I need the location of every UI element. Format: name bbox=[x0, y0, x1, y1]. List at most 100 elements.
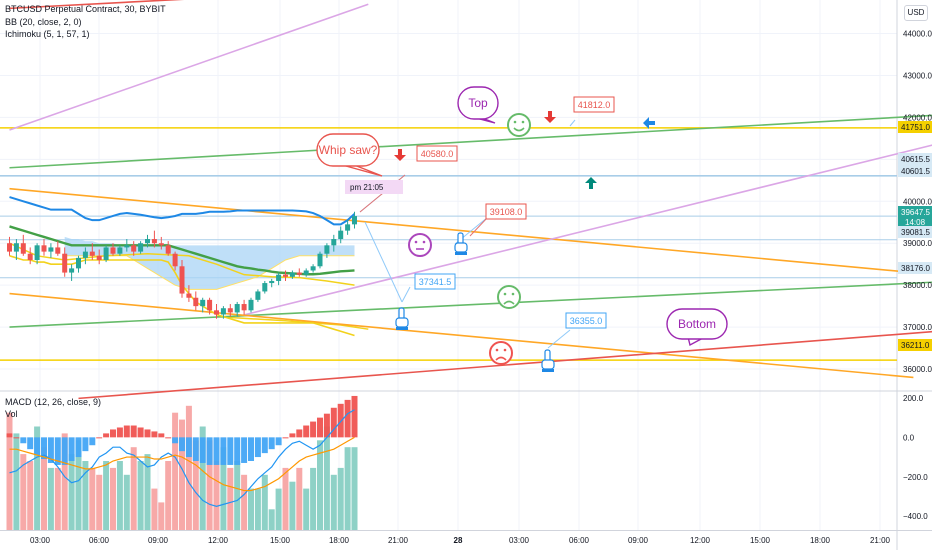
volume-bar bbox=[310, 467, 317, 530]
time-tick-label: 09:00 bbox=[148, 536, 169, 545]
trend-line bbox=[9, 187, 914, 274]
legend-bollinger-bands[interactable]: BB (20, close, 2, 0) bbox=[5, 17, 82, 27]
candle-body bbox=[310, 266, 316, 271]
price-tick-label: 43000.0 bbox=[903, 71, 932, 80]
macd-histogram-bar bbox=[137, 427, 144, 438]
volume-bar bbox=[54, 467, 61, 530]
macd-histogram-bar bbox=[82, 437, 89, 452]
volume-bar bbox=[165, 461, 172, 530]
candle-body bbox=[103, 247, 109, 260]
currency-button[interactable]: USD bbox=[904, 5, 928, 21]
price-tick-label: 38000.0 bbox=[903, 281, 932, 290]
macd-histogram-bar bbox=[116, 427, 123, 438]
callout-text: Top bbox=[468, 96, 488, 110]
legend-ichimoku[interactable]: Ichimoku (5, 1, 57, 1) bbox=[5, 29, 90, 39]
macd-histogram-bar bbox=[213, 437, 220, 465]
candle-body bbox=[20, 243, 26, 254]
time-tick-label: 15:00 bbox=[750, 536, 771, 545]
macd-histogram-bar bbox=[110, 429, 116, 438]
candle-body bbox=[131, 245, 137, 252]
price-axis-label-text: 41751.0 bbox=[901, 123, 930, 132]
volume-bar bbox=[75, 440, 82, 530]
macd-histogram-bar bbox=[158, 433, 165, 438]
macd-histogram-bar bbox=[61, 437, 68, 465]
price-tick-label: 36000.0 bbox=[903, 365, 932, 374]
volume-bar bbox=[144, 454, 151, 530]
time-tick-label: 18:00 bbox=[329, 536, 350, 545]
candle-body bbox=[27, 253, 33, 260]
trend-line bbox=[237, 144, 932, 318]
price-annotation-box bbox=[565, 312, 607, 329]
volume-bar bbox=[317, 440, 323, 530]
candle-body bbox=[207, 299, 213, 311]
macd-histogram-bar bbox=[89, 437, 96, 446]
volume-bar bbox=[158, 502, 165, 530]
hand-palm bbox=[454, 242, 468, 253]
price-tick-label: 44000.0 bbox=[903, 30, 932, 39]
annotation-connector bbox=[569, 119, 576, 127]
candle-body bbox=[296, 272, 302, 275]
candle-body bbox=[283, 274, 288, 277]
volume-bar bbox=[137, 461, 144, 530]
time-tick-label: 12:00 bbox=[208, 536, 229, 545]
macd-histogram-bar bbox=[185, 437, 192, 458]
candle-body bbox=[117, 247, 123, 254]
arrow-down-icon bbox=[544, 111, 556, 123]
candle-body bbox=[69, 268, 75, 273]
candle-body bbox=[241, 304, 247, 311]
macd-histogram-bar bbox=[192, 437, 199, 461]
macd-histogram-bar bbox=[282, 437, 289, 439]
candle-body bbox=[138, 243, 144, 252]
volume-bar bbox=[282, 467, 289, 530]
macd-histogram-bar bbox=[54, 437, 61, 465]
macd-histogram-bar bbox=[268, 437, 275, 450]
legend-symbol[interactable]: BTCUSD Perpetual Contract, 30, BYBIT bbox=[5, 4, 166, 14]
candle-body bbox=[338, 230, 344, 240]
macd-histogram-bar bbox=[130, 425, 137, 438]
candle-body bbox=[324, 245, 330, 254]
macd-histogram-bar bbox=[296, 429, 303, 438]
sad-face-icon bbox=[497, 285, 521, 309]
candle-body bbox=[158, 243, 164, 246]
macd-histogram-bar bbox=[27, 437, 34, 450]
price-annotation-box bbox=[573, 96, 615, 113]
price-axis-label-text: 39647.5 bbox=[901, 208, 930, 217]
legend-volume[interactable]: Vol bbox=[5, 409, 18, 419]
macd-histogram-bar bbox=[248, 437, 254, 461]
macd-histogram-bar bbox=[275, 437, 282, 446]
macd-histogram-bar bbox=[227, 437, 234, 465]
callout-bubble bbox=[666, 308, 728, 340]
candle-body bbox=[345, 224, 351, 231]
macd-histogram-bar bbox=[317, 417, 323, 438]
macd-histogram-bar bbox=[234, 437, 241, 465]
macd-histogram-bar bbox=[6, 433, 13, 438]
candle-body bbox=[220, 308, 226, 315]
face-eye bbox=[414, 240, 418, 244]
candle-body bbox=[34, 245, 40, 260]
price-annotation-box bbox=[416, 145, 458, 162]
annotation-connector bbox=[547, 329, 571, 349]
face-eye bbox=[495, 348, 499, 352]
price-axis-label-text: 39081.5 bbox=[901, 228, 930, 237]
macd-histogram-bar bbox=[206, 437, 213, 465]
macd-histogram-bar bbox=[351, 395, 358, 438]
macd-histogram-bar bbox=[123, 425, 130, 438]
macd-tick-label: −400.0 bbox=[903, 512, 928, 521]
legend-macd[interactable]: MACD (12, 26, close, 9) bbox=[5, 397, 102, 407]
volume-bar bbox=[130, 447, 137, 530]
volume-bar bbox=[323, 426, 330, 530]
candle-body bbox=[89, 251, 95, 256]
volume-bar bbox=[41, 447, 47, 530]
callout-text: Whip saw? bbox=[319, 143, 378, 157]
volume-bar bbox=[116, 461, 123, 530]
volume-bar bbox=[13, 433, 20, 530]
volume-bar bbox=[179, 419, 185, 530]
volume-bar bbox=[296, 467, 303, 530]
macd-histogram-bar bbox=[179, 437, 185, 452]
volume-bar bbox=[123, 474, 130, 530]
candle-body bbox=[262, 283, 268, 292]
time-tick-label: 12:00 bbox=[690, 536, 711, 545]
macd-histogram-bar bbox=[103, 433, 110, 438]
annotation-connector bbox=[469, 216, 489, 237]
